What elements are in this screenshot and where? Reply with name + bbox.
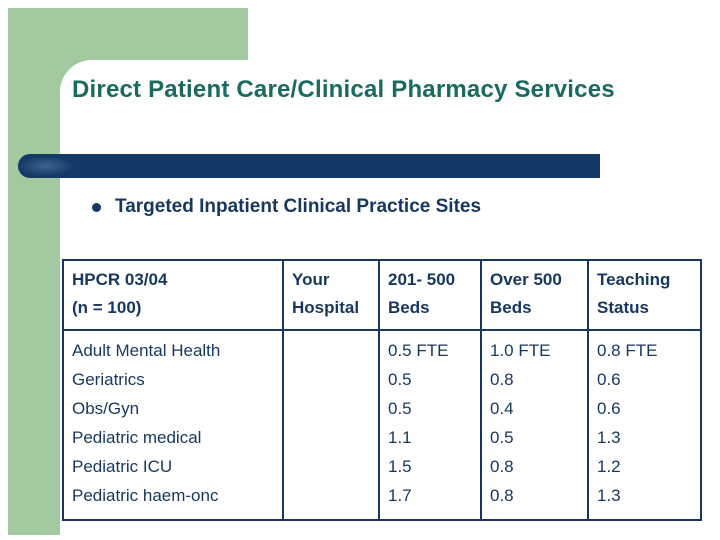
value: 1.0 FTE [490,341,551,360]
value: 0.8 FTE [597,341,658,360]
cell-your-hospital [282,329,380,521]
slide-title: Direct Patient Care/Clinical Pharmacy Se… [72,76,615,103]
cell-teaching-status: 0.8 FTE 0.6 0.6 1.3 1.2 1.3 [587,329,702,521]
header-cell-over-500-beds: Over 500 Beds [480,259,589,331]
site-label: Adult Mental Health [72,341,221,360]
header-cell-hpcr: HPCR 03/04 (n = 100) [62,259,284,331]
bullet-item: Targeted Inpatient Clinical Practice Sit… [92,196,481,218]
header-line: Teaching [597,270,671,289]
header-line: 201- 500 [388,270,456,289]
header-line: Over 500 [490,270,562,289]
header-line: Your [292,270,330,289]
header-cell-teaching-status: Teaching Status [587,259,702,331]
header-line: HPCR 03/04 [72,270,168,289]
value: 1.2 [597,457,621,476]
site-label: Obs/Gyn [72,399,140,418]
header-line: (n = 100) [72,298,142,317]
value: 0.4 [490,399,514,418]
table-header-row: HPCR 03/04 (n = 100) Your Hospital 201- … [62,259,702,331]
value: 0.8 [490,486,514,505]
header-line: Beds [490,298,532,317]
cell-201-500-beds: 0.5 FTE 0.5 0.5 1.1 1.5 1.7 [378,329,482,521]
value: 1.3 [597,486,621,505]
value: 0.8 [490,457,514,476]
site-label: Pediatric ICU [72,457,173,476]
site-label: Pediatric medical [72,428,202,447]
header-line: Beds [388,298,430,317]
table-body-row: Adult Mental Health Geriatrics Obs/Gyn P… [62,329,702,521]
cell-practice-sites: Adult Mental Health Geriatrics Obs/Gyn P… [62,329,284,521]
value: 1.5 [388,457,412,476]
header-cell-your-hospital: Your Hospital [282,259,380,331]
cell-over-500-beds: 1.0 FTE 0.8 0.4 0.5 0.8 0.8 [480,329,589,521]
accent-bar [18,154,600,178]
accent-bar-highlight [18,154,88,178]
site-label: Pediatric haem-onc [72,486,219,505]
value: 0.5 [388,370,412,389]
services-table: HPCR 03/04 (n = 100) Your Hospital 201- … [62,259,702,521]
value: 1.7 [388,486,412,505]
value: 1.1 [388,428,412,447]
site-label: Geriatrics [72,370,145,389]
header-cell-201-500-beds: 201- 500 Beds [378,259,482,331]
value: 1.3 [597,428,621,447]
value: 0.8 [490,370,514,389]
header-line: Hospital [292,298,360,317]
value: 0.6 [597,399,621,418]
value: 0.5 [490,428,514,447]
value: 0.5 [388,399,412,418]
bullet-text: Targeted Inpatient Clinical Practice Sit… [115,196,482,217]
header-line: Status [597,298,649,317]
value: 0.5 FTE [388,341,449,360]
bullet-icon [92,202,101,212]
value: 0.6 [597,370,621,389]
